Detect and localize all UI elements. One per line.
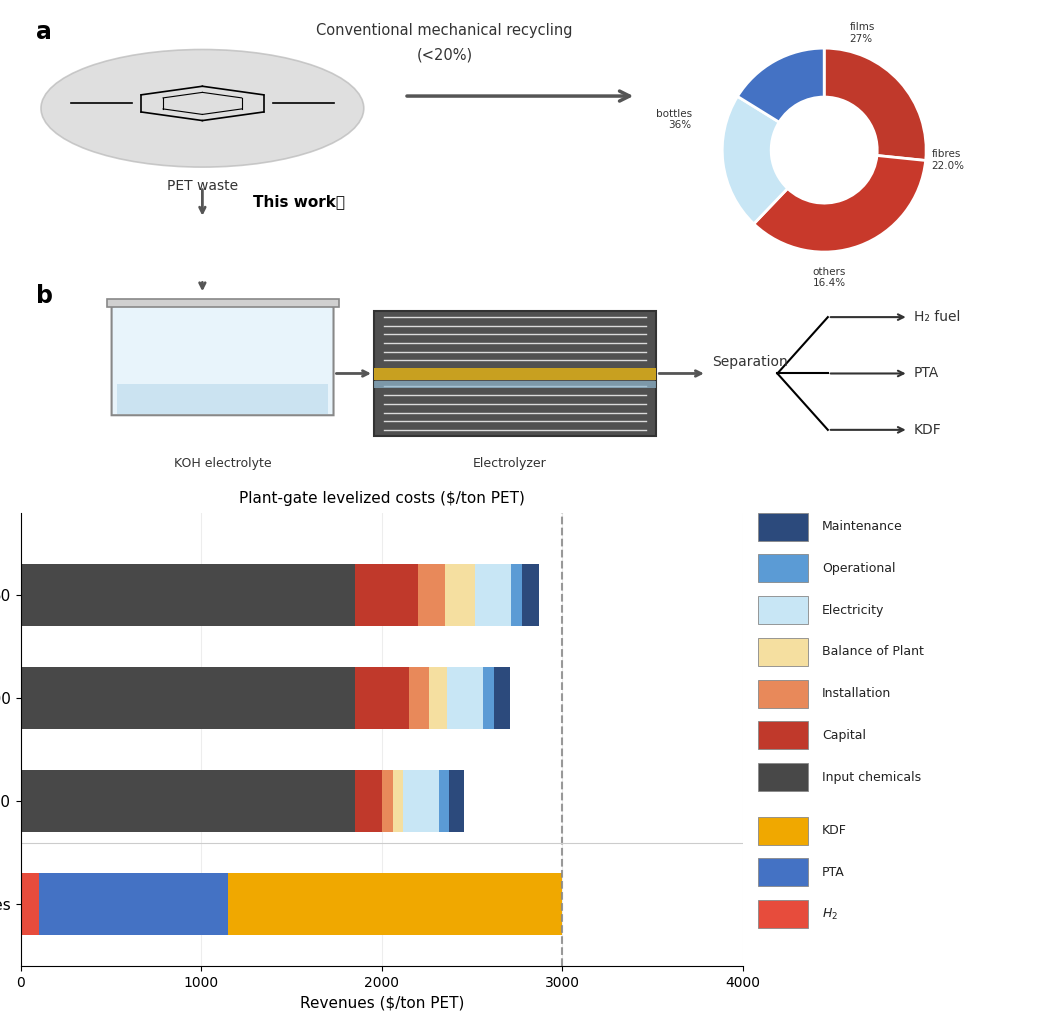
Bar <box>402 770 439 833</box>
Text: b: b <box>36 284 53 307</box>
Wedge shape <box>737 48 825 122</box>
Text: KDF: KDF <box>822 824 847 837</box>
Text: This work：: This work： <box>253 194 345 209</box>
Bar <box>21 667 355 729</box>
Text: PTA: PTA <box>913 367 939 380</box>
FancyBboxPatch shape <box>758 763 808 792</box>
Text: others
16.4%: others 16.4% <box>812 266 846 289</box>
Wedge shape <box>824 48 927 160</box>
Text: Installation: Installation <box>822 687 891 700</box>
Bar <box>483 667 494 729</box>
Bar <box>38 874 229 935</box>
Text: bottles
36%: bottles 36% <box>655 109 692 131</box>
FancyBboxPatch shape <box>758 513 808 541</box>
Text: films
27%: films 27% <box>850 22 875 43</box>
Bar <box>428 667 447 729</box>
Bar <box>522 564 539 626</box>
Polygon shape <box>116 383 329 414</box>
Text: Operational: Operational <box>822 562 895 575</box>
Text: Input chemicals: Input chemicals <box>822 771 921 783</box>
FancyBboxPatch shape <box>758 858 808 886</box>
Bar <box>511 564 522 626</box>
Text: Capital: Capital <box>822 729 866 742</box>
FancyBboxPatch shape <box>758 637 808 666</box>
Bar <box>494 667 510 729</box>
Text: KOH electrolyte: KOH electrolyte <box>174 457 271 470</box>
Wedge shape <box>754 155 926 252</box>
Bar <box>393 770 402 833</box>
Text: H₂ fuel: H₂ fuel <box>913 310 960 324</box>
Text: Conventional mechanical recycling: Conventional mechanical recycling <box>316 23 573 38</box>
Bar <box>382 770 393 833</box>
Bar <box>106 299 339 306</box>
Bar <box>229 874 563 935</box>
Text: KDF: KDF <box>913 423 941 437</box>
Bar <box>448 770 464 833</box>
X-axis label: Revenues ($/ton PET): Revenues ($/ton PET) <box>300 995 464 1011</box>
FancyBboxPatch shape <box>758 901 808 928</box>
Text: fibres
22.0%: fibres 22.0% <box>931 149 964 171</box>
Bar <box>355 667 409 729</box>
Bar <box>21 564 355 626</box>
FancyBboxPatch shape <box>758 816 808 845</box>
Text: Maintenance: Maintenance <box>822 520 903 534</box>
Title: Plant-gate levelized costs ($/ton PET): Plant-gate levelized costs ($/ton PET) <box>239 490 525 506</box>
Bar <box>445 564 475 626</box>
Text: $H_2$: $H_2$ <box>822 907 838 922</box>
Bar <box>355 770 382 833</box>
Bar <box>374 380 656 389</box>
Polygon shape <box>111 300 334 415</box>
Bar <box>475 564 511 626</box>
Bar <box>21 770 355 833</box>
Bar <box>355 564 418 626</box>
FancyBboxPatch shape <box>758 680 808 707</box>
Text: Electricity: Electricity <box>822 603 884 617</box>
Text: Separation: Separation <box>711 356 787 369</box>
Text: PTA: PTA <box>822 866 844 879</box>
FancyBboxPatch shape <box>758 596 808 624</box>
Text: Electrolyzer: Electrolyzer <box>473 457 547 470</box>
FancyBboxPatch shape <box>758 554 808 583</box>
Text: Balance of Plant: Balance of Plant <box>822 646 924 658</box>
Text: (<20%): (<20%) <box>416 47 472 62</box>
Bar <box>447 667 483 729</box>
Bar <box>439 770 448 833</box>
Ellipse shape <box>41 49 364 168</box>
Wedge shape <box>722 97 787 224</box>
Bar <box>21 874 38 935</box>
Bar <box>418 564 445 626</box>
Bar <box>374 368 656 379</box>
Bar <box>374 310 656 436</box>
Text: a: a <box>36 21 52 44</box>
FancyBboxPatch shape <box>758 722 808 749</box>
Text: PET waste: PET waste <box>166 179 238 193</box>
Bar <box>409 667 428 729</box>
